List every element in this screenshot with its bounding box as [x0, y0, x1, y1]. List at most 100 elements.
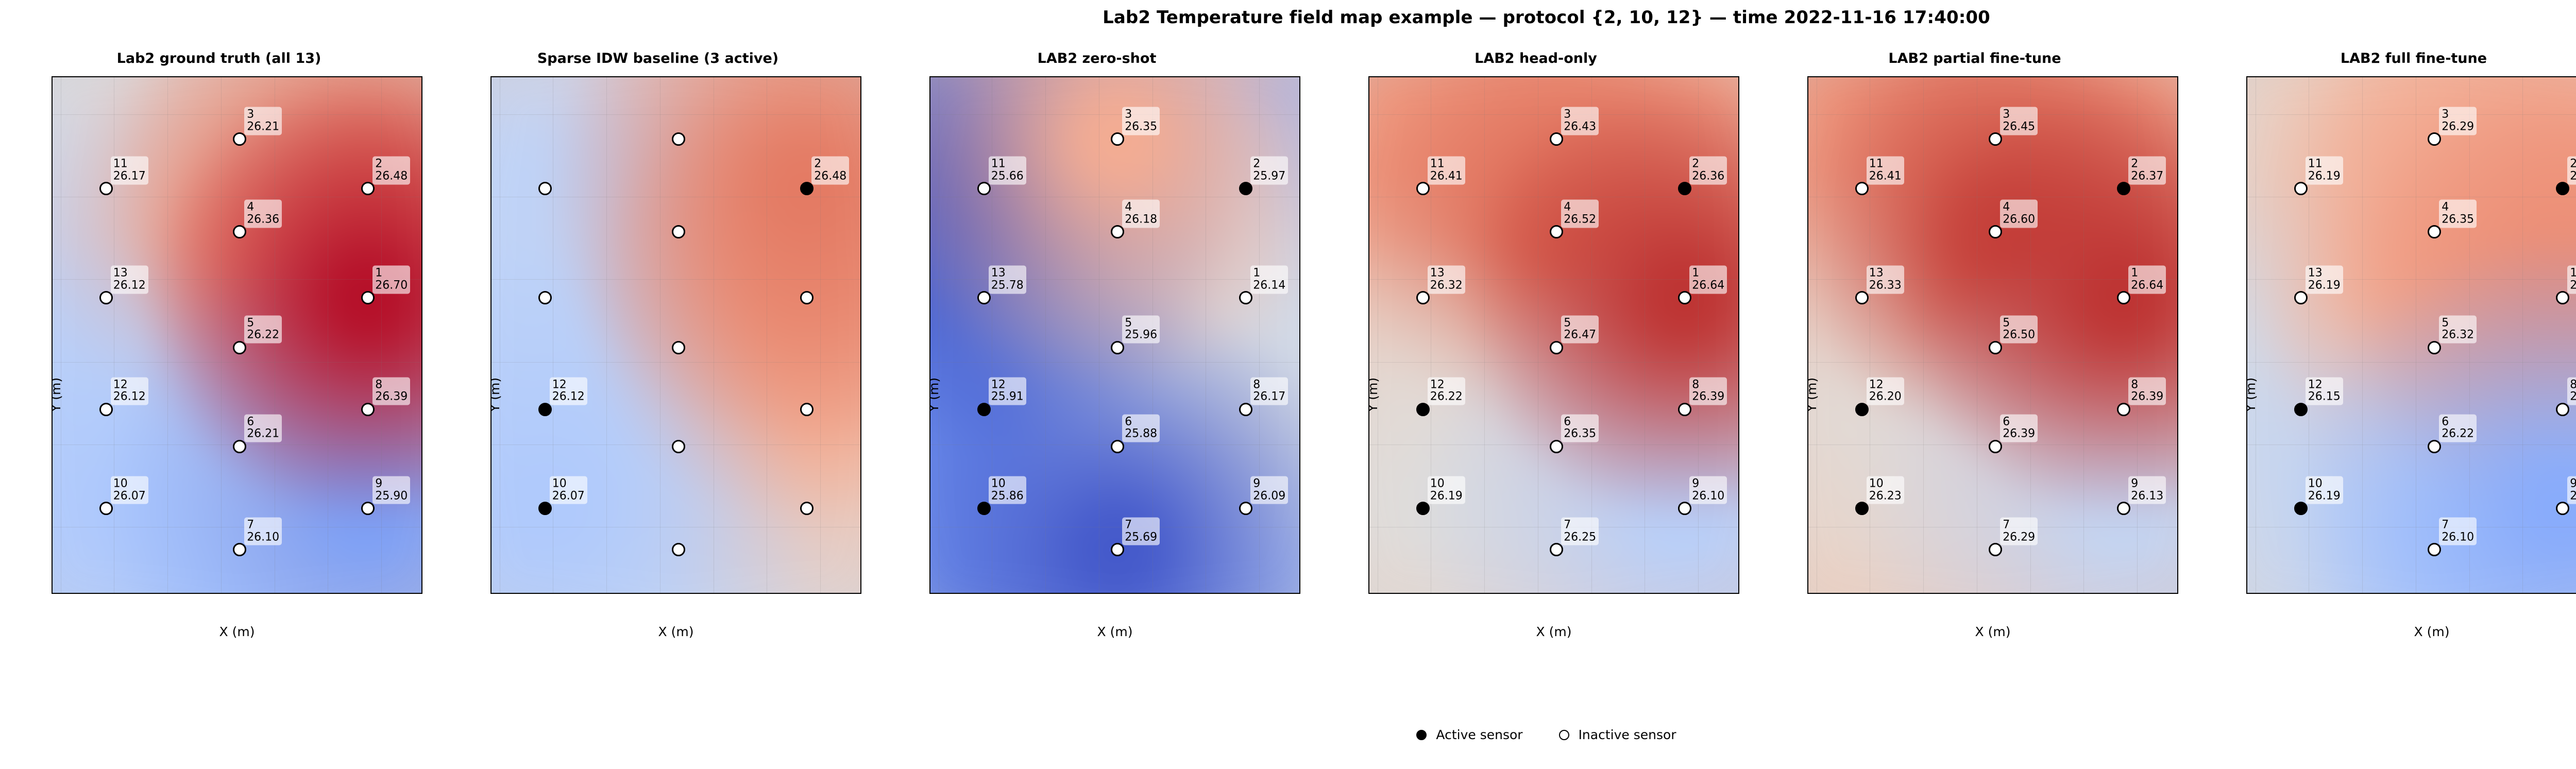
sensor-marker-6[interactable] — [233, 439, 247, 453]
sensor-marker-10[interactable] — [538, 501, 552, 515]
x-tick-mark — [2468, 593, 2470, 594]
sensor-marker-4[interactable] — [1550, 225, 1564, 239]
gridline-vertical — [1923, 77, 1924, 593]
sensor-marker-6[interactable] — [1550, 439, 1564, 453]
x-tick-mark — [221, 593, 222, 594]
x-axis-title: X (m) — [219, 624, 255, 639]
sensor-marker-1[interactable] — [2556, 291, 2570, 305]
sensor-marker-12[interactable] — [2294, 402, 2308, 416]
sensor-marker-7[interactable] — [2428, 542, 2442, 556]
sensor-marker-3[interactable] — [672, 132, 686, 146]
sensor-marker-13[interactable] — [1855, 291, 1869, 305]
sensor-marker-11[interactable] — [2294, 182, 2308, 196]
sensor-marker-2[interactable] — [2117, 182, 2131, 196]
x-tick-mark — [274, 593, 275, 594]
sensor-marker-7[interactable] — [1989, 542, 2003, 556]
sensor-marker-11[interactable] — [538, 182, 552, 196]
sensor-marker-12[interactable] — [99, 402, 113, 416]
sensor-marker-8[interactable] — [2556, 402, 2570, 416]
sensor-marker-3[interactable] — [1550, 132, 1564, 146]
sensor-marker-10[interactable] — [2294, 501, 2308, 515]
sensor-marker-5[interactable] — [2428, 340, 2442, 354]
sensor-marker-4[interactable] — [1111, 225, 1125, 239]
sensor-marker-4[interactable] — [233, 225, 247, 239]
y-tick-mark — [929, 196, 930, 198]
sensor-marker-2[interactable] — [1678, 182, 1692, 196]
sensor-marker-13[interactable] — [1416, 291, 1430, 305]
sensor-marker-1[interactable] — [1239, 291, 1253, 305]
sensor-marker-1[interactable] — [361, 291, 375, 305]
sensor-marker-10[interactable] — [1416, 501, 1430, 515]
sensor-marker-3[interactable] — [2428, 132, 2442, 146]
temperature-field — [930, 77, 1299, 593]
sensor-marker-10[interactable] — [977, 501, 991, 515]
sensor-marker-3[interactable] — [1111, 132, 1125, 146]
sensor-marker-13[interactable] — [99, 291, 113, 305]
sensor-marker-11[interactable] — [1416, 182, 1430, 196]
sensor-marker-8[interactable] — [2117, 402, 2131, 416]
sensor-marker-9[interactable] — [1239, 501, 1253, 515]
sensor-marker-8[interactable] — [361, 402, 375, 416]
sensor-marker-10[interactable] — [1855, 501, 1869, 515]
sensor-marker-11[interactable] — [977, 182, 991, 196]
sensor-marker-5[interactable] — [672, 340, 686, 354]
x-tick-mark — [1430, 593, 1432, 594]
sensor-marker-13[interactable] — [538, 291, 552, 305]
panel-title: LAB2 full fine-tune — [2340, 50, 2487, 66]
sensor-marker-8[interactable] — [1239, 402, 1253, 416]
sensor-marker-5[interactable] — [1550, 340, 1564, 354]
y-tick-mark — [1368, 196, 1369, 198]
sensor-marker-6[interactable] — [1989, 439, 2003, 453]
sensor-marker-11[interactable] — [99, 182, 113, 196]
sensor-marker-6[interactable] — [672, 439, 686, 453]
figure-title: Lab2 Temperature field map example — pro… — [1103, 7, 1990, 28]
plot-area: 01234560246810121126.411326.321226.22102… — [1368, 76, 1739, 594]
gridline-vertical — [2469, 77, 2470, 593]
sensor-marker-2[interactable] — [361, 182, 375, 196]
panel-6: LAB2 full fine-tune 01234560246810121126.… — [2210, 0, 2576, 769]
sensor-marker-4[interactable] — [2428, 225, 2442, 239]
y-tick-mark — [1807, 443, 1808, 445]
sensor-marker-7[interactable] — [672, 542, 686, 556]
sensor-marker-10[interactable] — [99, 501, 113, 515]
sensor-marker-7[interactable] — [1111, 542, 1125, 556]
sensor-marker-4[interactable] — [672, 225, 686, 239]
sensor-marker-9[interactable] — [2556, 501, 2570, 515]
sensor-marker-7[interactable] — [233, 542, 247, 556]
sensor-marker-12[interactable] — [1855, 402, 1869, 416]
sensor-marker-9[interactable] — [800, 501, 814, 515]
sensor-marker-12[interactable] — [538, 402, 552, 416]
y-axis-title: Y (m) — [929, 377, 941, 412]
sensor-marker-13[interactable] — [977, 291, 991, 305]
sensor-marker-8[interactable] — [800, 402, 814, 416]
sensor-marker-2[interactable] — [2556, 182, 2570, 196]
sensor-marker-5[interactable] — [1989, 340, 2003, 354]
sensor-marker-4[interactable] — [1989, 225, 2003, 239]
sensor-marker-13[interactable] — [2294, 291, 2308, 305]
x-tick-mark — [1484, 593, 1485, 594]
sensor-marker-6[interactable] — [1111, 439, 1125, 453]
sensor-marker-5[interactable] — [233, 340, 247, 354]
plot-area: 01234560246810121126.191326.191226.15102… — [2246, 76, 2576, 594]
sensor-marker-5[interactable] — [1111, 340, 1125, 354]
x-tick-mark — [1098, 593, 1100, 594]
y-axis-title: Y (m) — [2246, 377, 2258, 412]
sensor-marker-1[interactable] — [800, 291, 814, 305]
sensor-marker-2[interactable] — [800, 182, 814, 196]
sensor-marker-9[interactable] — [2117, 501, 2131, 515]
sensor-marker-3[interactable] — [233, 132, 247, 146]
sensor-marker-8[interactable] — [1678, 402, 1692, 416]
x-tick-mark — [2255, 593, 2256, 594]
sensor-marker-3[interactable] — [1989, 132, 2003, 146]
sensor-marker-12[interactable] — [1416, 402, 1430, 416]
sensor-marker-6[interactable] — [2428, 439, 2442, 453]
sensor-marker-9[interactable] — [361, 501, 375, 515]
sensor-marker-1[interactable] — [1678, 291, 1692, 305]
sensor-marker-9[interactable] — [1678, 501, 1692, 515]
sensor-marker-12[interactable] — [977, 402, 991, 416]
gridline-vertical — [820, 77, 821, 593]
sensor-marker-7[interactable] — [1550, 542, 1564, 556]
sensor-marker-2[interactable] — [1239, 182, 1253, 196]
sensor-marker-1[interactable] — [2117, 291, 2131, 305]
sensor-marker-11[interactable] — [1855, 182, 1869, 196]
